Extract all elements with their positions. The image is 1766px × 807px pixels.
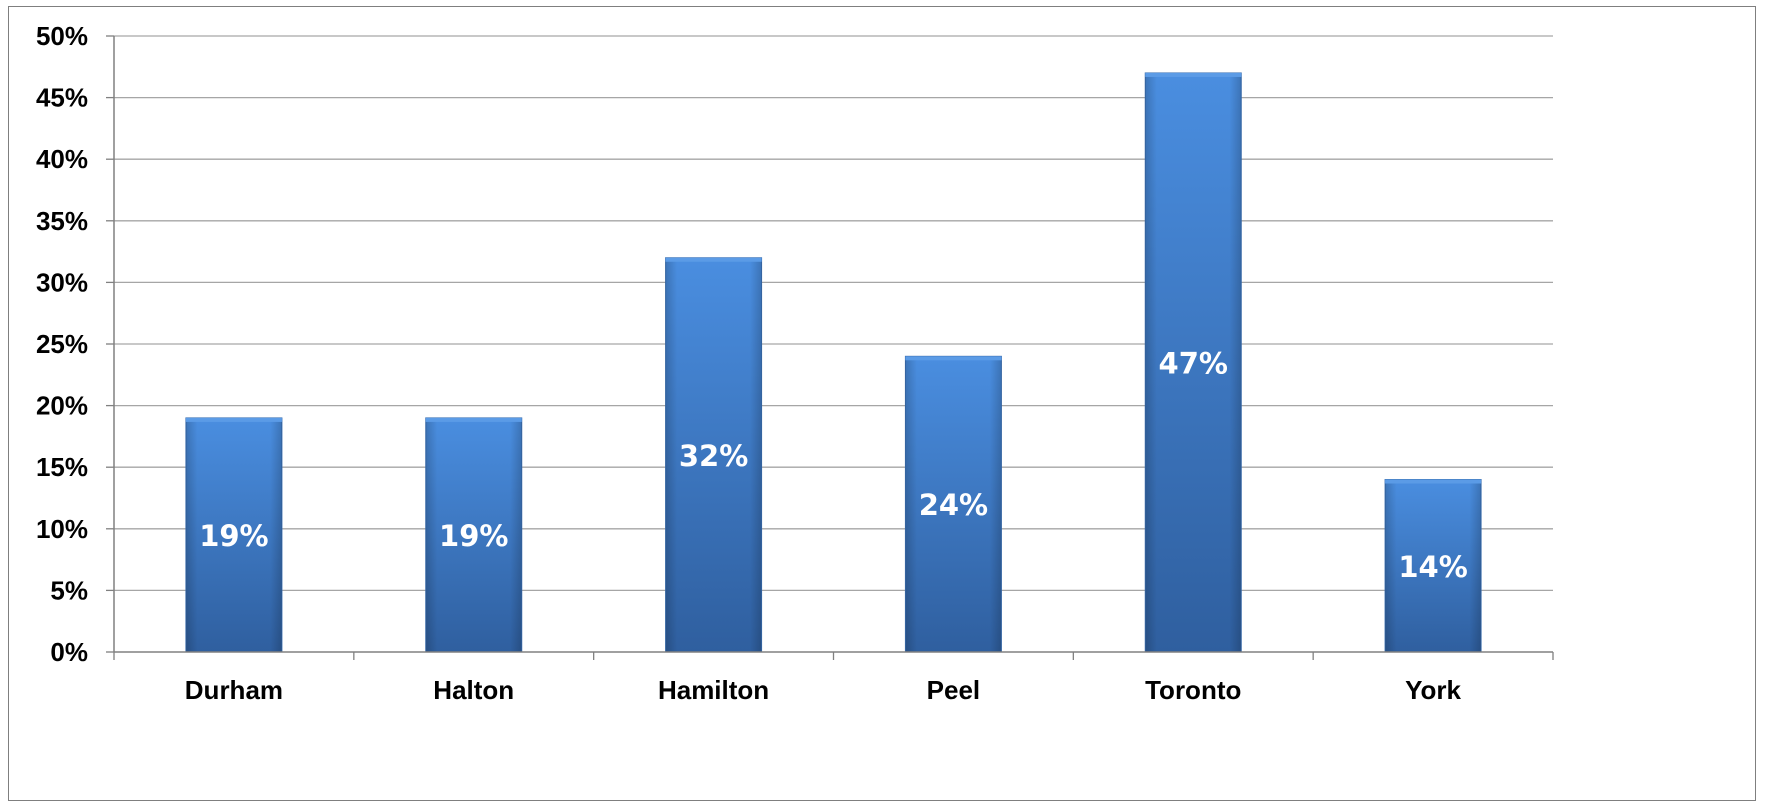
data-label-peel: 24% — [919, 488, 988, 522]
x-tick-label-durham: Durham — [185, 675, 283, 705]
data-label-york: 14% — [1398, 550, 1467, 584]
bar-hamilton — [665, 257, 763, 653]
y-tick-label: 30% — [36, 267, 88, 297]
y-tick-label: 35% — [36, 206, 88, 236]
chart-frame — [8, 6, 1756, 801]
bar-york — [1384, 479, 1482, 653]
y-tick-label: 45% — [36, 83, 88, 113]
bar-top-edge — [185, 417, 282, 422]
y-tick-label: 5% — [50, 575, 88, 605]
x-tick-label-toronto: Toronto — [1145, 675, 1241, 705]
axes — [113, 36, 1554, 660]
data-label-hamilton: 32% — [679, 439, 748, 473]
bar-top-edge — [1145, 72, 1242, 77]
bars — [185, 72, 1482, 653]
bar-top-edge — [1385, 479, 1482, 484]
data-label-durham: 19% — [199, 519, 268, 553]
x-tick-label-hamilton: Hamilton — [658, 675, 769, 705]
bar-top-edge — [905, 356, 1002, 361]
y-tick-label: 0% — [50, 637, 88, 667]
data-label-halton: 19% — [439, 519, 508, 553]
bar-shading — [1145, 72, 1242, 652]
bar-shading — [425, 417, 522, 652]
y-tick-label: 50% — [36, 21, 88, 51]
bar-peel — [904, 355, 1002, 653]
x-axis-tick-labels: Durham Halton Hamilton Peel Toronto York — [185, 675, 1462, 705]
bar-halton — [425, 417, 523, 653]
bar-shading — [1385, 479, 1482, 652]
data-labels: 19% 19% 32% 24% 47% 14% — [199, 346, 1468, 583]
bar-shading — [185, 417, 282, 652]
y-tick-label: 20% — [36, 391, 88, 421]
gridlines — [106, 35, 1553, 653]
x-tick-label-halton: Halton — [433, 675, 514, 705]
x-tick-label-peel: Peel — [927, 675, 981, 705]
y-axis-tick-labels: 0% 5% 10% 15% 20% 25% 30% 35% 40% 45% 50% — [36, 21, 88, 667]
y-tick-label: 40% — [36, 144, 88, 174]
bar-toronto — [1144, 72, 1242, 653]
y-tick-label: 25% — [36, 329, 88, 359]
bar-top-edge — [425, 417, 522, 422]
bar-shading — [665, 257, 762, 652]
bar-shading — [905, 356, 1002, 652]
y-tick-label: 15% — [36, 452, 88, 482]
data-label-toronto: 47% — [1159, 346, 1228, 380]
bar-top-edge — [665, 257, 762, 262]
y-tick-label: 10% — [36, 514, 88, 544]
x-tick-label-york: York — [1405, 675, 1461, 705]
bar-durham — [185, 417, 283, 653]
